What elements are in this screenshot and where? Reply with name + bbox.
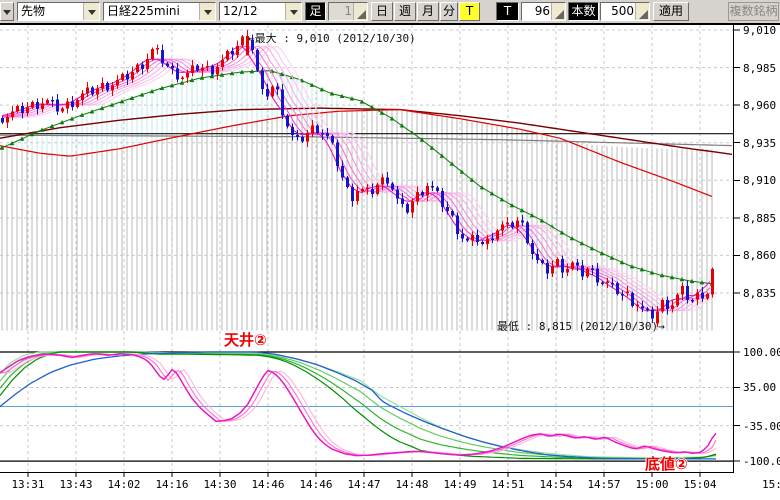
time-tick-label: 14:48 (395, 478, 429, 491)
period-week-button[interactable]: 週 (394, 2, 416, 21)
time-tick-label: 14:54 (539, 478, 573, 491)
candles-layer (1, 30, 714, 328)
price-tick-label: 8,910 (743, 174, 777, 188)
bar-count-button[interactable]: 本数 (568, 2, 599, 21)
green-dotted-ma (0, 68, 715, 286)
time-tick-label: 14:51 (491, 478, 525, 491)
symbol-name-combo[interactable]: 日経225mini (103, 2, 216, 21)
oscillator-tick-label: 35.00 (743, 381, 777, 395)
time-tick-label: 15:00 (635, 478, 669, 491)
contract-month-value: 12/12 (223, 4, 258, 18)
period-minute-button[interactable]: 分 (440, 2, 458, 21)
dial-icon[interactable] (635, 3, 649, 20)
time-tick-label: 14:46 (299, 478, 333, 491)
time-tick-label: 14:46 (251, 478, 285, 491)
chevron-down-icon (3, 9, 11, 15)
price-tick-label: 8,935 (743, 136, 777, 150)
axes-frame (0, 24, 780, 477)
overlay-lines-layer (0, 107, 733, 197)
tick-count-value: 96 (534, 4, 550, 18)
time-tick-label: 15:04 (683, 478, 717, 491)
gridlines-layer (0, 25, 733, 472)
toolbar: 先物 日経225mini 12/12 足 1 日 週 月 分 T T 96 本数… (0, 0, 780, 24)
bar-interval-value: 1 (344, 4, 352, 18)
price-tick-label: 8,885 (743, 211, 777, 225)
max-price-annotation: ←最大 : 9,010 (2012/10/30) (248, 32, 416, 45)
bar-count-spinner[interactable]: 500 (600, 2, 650, 21)
symbol-category-value: 先物 (21, 4, 46, 18)
price-tick-label: 9,010 (743, 24, 777, 37)
time-tick-label: 14:30 (203, 478, 237, 491)
period-month-button[interactable]: 月 (417, 2, 439, 21)
period-day-button[interactable]: 日 (371, 2, 393, 21)
chart-plot[interactable] (0, 24, 780, 500)
multi-symbol-button[interactable]: 複数銘柄 (728, 2, 779, 21)
symbol-name-value: 日経225mini (107, 4, 180, 18)
oscillator-tick-label: 100.00 (743, 346, 780, 359)
price-tick-label: 8,960 (743, 99, 777, 113)
oscillator-tick-label: -35.00 (743, 419, 780, 433)
bottom-annotation: 底値② (645, 455, 688, 473)
price-tick-label: 8,835 (743, 286, 777, 300)
time-tick-label: 14:47 (347, 478, 381, 491)
tick-count-spinner[interactable]: 96 (521, 2, 566, 21)
bar-type-button[interactable]: 足 (305, 2, 326, 21)
chevron-down-icon[interactable] (285, 3, 301, 20)
price-tick-label: 8,985 (743, 61, 777, 75)
symbol-category-combo[interactable]: 先物 (17, 2, 100, 21)
clipped-combo-arrow-button[interactable] (0, 2, 14, 21)
chevron-down-icon[interactable] (83, 3, 99, 20)
time-tick-label-clipped: 15: (762, 478, 780, 491)
chevron-down-icon[interactable] (199, 3, 215, 20)
time-tick-label: 13:31 (11, 478, 45, 491)
time-tick-label: 14:57 (587, 478, 621, 491)
ceiling-annotation: 天井② (224, 331, 267, 349)
cloud-hatch-layer (1, 70, 713, 331)
bar-count-value: 500 (611, 4, 634, 18)
time-tick-label: 13:43 (59, 478, 93, 491)
time-tick-label: 14:02 (107, 478, 141, 491)
tick-toggle-button[interactable]: T (459, 2, 480, 21)
contract-month-combo[interactable]: 12/12 (219, 2, 302, 21)
apply-button[interactable]: 適用 (653, 2, 689, 21)
time-tick-label: 14:49 (443, 478, 477, 491)
dial-icon[interactable] (551, 3, 565, 20)
oscillator-layer (0, 351, 717, 460)
min-price-annotation: 最低 : 8,815 (2012/10/30)→ (497, 320, 665, 333)
price-tick-label: 8,860 (743, 249, 777, 263)
oscillator-tick-label: -100.00 (743, 455, 780, 469)
bar-interval-spinner[interactable]: 1 (328, 2, 368, 21)
dial-icon[interactable] (353, 3, 367, 20)
time-tick-label: 14:16 (155, 478, 189, 491)
tick-mode-button[interactable]: T (496, 2, 519, 21)
chart-area: 9,010 8,985 8,960 8,935 8,910 8,885 8,860 8,835… (0, 24, 780, 500)
